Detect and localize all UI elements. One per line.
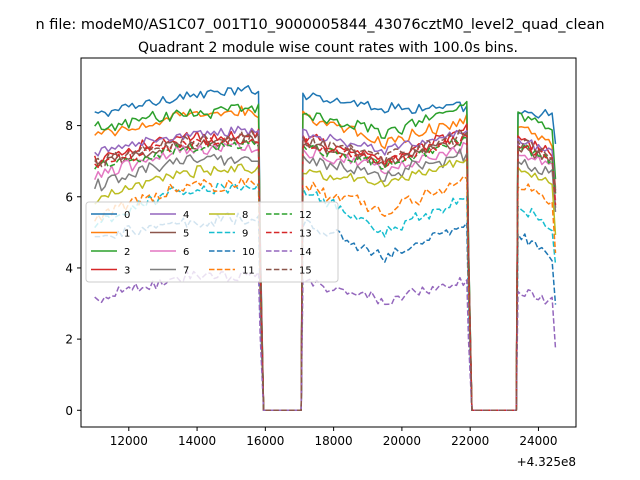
series-line-1 [94, 105, 557, 412]
legend-label-4: 4 [183, 210, 189, 221]
x-tick-label: 18000 [315, 434, 353, 448]
legend-label-8: 8 [242, 210, 248, 221]
legend-box [85, 201, 339, 283]
y-tick-label: 0 [65, 404, 73, 418]
y-tick-label: 4 [65, 261, 73, 275]
figure-suptitle: n file: modeM0/AS1C07_001T10_9000005844_… [35, 17, 604, 33]
y-axis: 0 2 4 6 8 [65, 119, 81, 418]
series-line-15 [94, 128, 557, 412]
legend-label-12: 12 [299, 210, 312, 221]
x-offset-label: +4.325e8 [517, 455, 576, 469]
series-line-4 [94, 125, 557, 412]
legend-label-3: 3 [124, 266, 130, 277]
series-line-8 [94, 158, 557, 412]
plot-frame [80, 57, 577, 428]
x-tick-label: 12000 [110, 434, 148, 448]
y-tick-label: 8 [65, 119, 73, 133]
x-tick-label: 22000 [451, 434, 489, 448]
series-line-5 [94, 133, 557, 412]
legend-label-11: 11 [242, 266, 255, 277]
legend-label-14: 14 [299, 247, 312, 258]
chart-title: Quadrant 2 module wise count rates with … [138, 40, 518, 56]
series-line-0 [94, 85, 557, 412]
legend-label-5: 5 [183, 229, 189, 240]
x-tick-label: 20000 [383, 434, 421, 448]
legend-label-15: 15 [299, 266, 312, 277]
legend-label-2: 2 [124, 247, 130, 258]
legend-label-7: 7 [183, 266, 189, 277]
series-line-13 [94, 133, 557, 412]
y-tick-label: 2 [65, 333, 73, 347]
legend-label-6: 6 [183, 247, 189, 258]
x-tick-label: 14000 [178, 434, 216, 448]
series-line-7 [93, 148, 557, 412]
series-line-11 [94, 175, 557, 412]
legend-label-9: 9 [242, 229, 248, 240]
x-axis: 12000 14000 16000 18000 20000 22000 24000 [110, 427, 558, 448]
x-tick-label: 24000 [519, 434, 557, 448]
legend-label-1: 1 [124, 229, 130, 240]
series-line-9 [94, 182, 557, 412]
legend-label-13: 13 [299, 229, 312, 240]
legend-label-0: 0 [124, 210, 130, 221]
x-tick-label: 16000 [246, 434, 284, 448]
series-line-2 [94, 100, 557, 412]
y-tick-label: 6 [65, 190, 73, 204]
legend-label-10: 10 [242, 247, 255, 258]
